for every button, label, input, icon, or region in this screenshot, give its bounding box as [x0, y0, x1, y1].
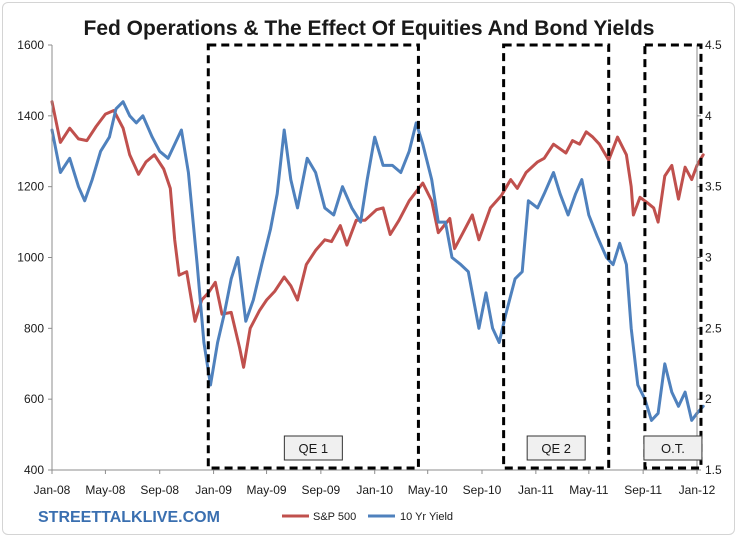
legend-label: S&P 500: [313, 511, 356, 523]
x-axis-tick-label: Sep-11: [624, 483, 662, 497]
right-axis-tick-label: 3.5: [705, 180, 722, 194]
legend: S&P 500 10 Yr Yield: [282, 511, 453, 523]
program-label-box: [643, 435, 703, 461]
program-label: QE 2: [541, 441, 571, 456]
plot-area: [50, 100, 705, 422]
right-axis-tick-label: 4.5: [705, 38, 722, 52]
x-axis-tick-label: May-09: [247, 483, 287, 497]
x-axis-tick-label: Jan-11: [518, 483, 554, 497]
program-box: [643, 43, 703, 470]
chart-title: Fed Operations & The Effect Of Equities …: [84, 17, 655, 40]
legend-label: 10 Yr Yield: [400, 511, 453, 523]
x-axis-tick-label: Jan-08: [34, 483, 71, 497]
left-axis-tick-label: 1000: [17, 251, 44, 265]
x-axis-tick-label: May-10: [408, 483, 448, 497]
left-axis-tick-label: 1200: [17, 180, 44, 194]
program-label-box: [526, 435, 586, 461]
left-axis-tick-label: 600: [24, 392, 44, 406]
x-axis-tick-label: Sep-08: [140, 483, 179, 497]
right-axis-tick-label: 2: [705, 392, 712, 406]
left-axis-tick-label: 800: [24, 321, 44, 335]
x-axis-tick-label: Sep-10: [463, 483, 502, 497]
x-axis-tick-label: Jan-12: [679, 483, 716, 497]
x-axis-tick-label: May-08: [85, 483, 125, 497]
x-axis-tick-label: May-11: [569, 483, 608, 497]
right-axis-tick-label: 2.5: [705, 321, 722, 335]
brand-watermark: STREETTALKLIVE.COM: [38, 509, 220, 526]
series-line-sp500: [50, 100, 705, 369]
x-axis-tick-label: Sep-09: [302, 483, 341, 497]
left-axis-tick-label: 400: [24, 463, 44, 477]
left-axis-tick-label: 1400: [17, 109, 44, 123]
x-axis-tick-label: Jan-10: [356, 483, 393, 497]
program-annotations: QE 1 QE 2 O.T.: [206, 43, 703, 470]
left-axis-tick-label: 1600: [17, 38, 44, 52]
series-line-10yr-yield: [50, 100, 705, 422]
right-axis-tick-label: 3: [705, 251, 712, 265]
program-box: [502, 43, 611, 470]
axes: 400 600 800 1000 1200 1400 1600 1.5 2 2.5 3 3.5 4 4.5…: [17, 38, 722, 497]
right-axis-tick-label: 4: [705, 109, 712, 123]
program-box: [206, 43, 420, 470]
program-label: QE 1: [299, 441, 329, 456]
right-axis-tick-label: 1.5: [705, 463, 722, 477]
x-axis-tick-label: Jan-09: [195, 483, 232, 497]
program-label: O.T.: [661, 441, 685, 456]
program-label-box: [283, 435, 343, 461]
